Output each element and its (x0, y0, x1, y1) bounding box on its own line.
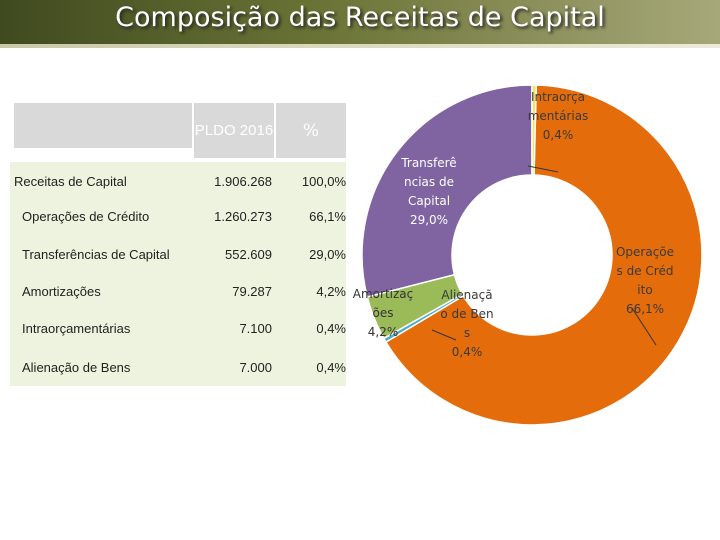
donut-slice (366, 273, 464, 340)
donut-slice (385, 84, 703, 426)
amount: 7.000 (239, 360, 272, 375)
value-label: 29,0% (409, 213, 449, 227)
row-label: Operações de Crédito (22, 209, 150, 224)
donut-slice (361, 84, 533, 298)
slice-label: Intraorçamentárias 0,4% (527, 88, 589, 145)
category-name: Intraorçamentárias (527, 90, 589, 123)
row-label: Intraorçamentárias (22, 321, 131, 336)
row-label: Transferências de Capital (22, 247, 170, 262)
slice-label: Operações de Crédito 66,1% (615, 243, 675, 319)
percent: 66,1% (309, 209, 346, 224)
slice-label: Transferências de Capital 29,0% (398, 154, 460, 230)
leader-line (631, 307, 657, 346)
amount: 79.287 (232, 284, 272, 299)
category-name: Alienação de Bens (440, 288, 494, 340)
donut-slice (531, 84, 538, 176)
header-empty-cell (14, 103, 192, 148)
slice-label: Alienação de Bens 0,4% (438, 286, 496, 362)
category-name: Amortizações (352, 287, 414, 320)
row-label: Receitas de Capital (14, 174, 127, 189)
value-label: 0,4% (542, 128, 574, 142)
header-cell: % (276, 103, 346, 158)
percent: 4,2% (316, 284, 346, 299)
percent: 100,0% (301, 174, 346, 189)
percent: 29,0% (309, 247, 346, 262)
header-cell: PLDO 2016 (194, 103, 274, 158)
title-band (0, 0, 720, 44)
row-label: Amortizações (22, 284, 101, 299)
row-label: Alienação de Bens (22, 360, 131, 375)
table: PLDO 2016 % Receitas de Capital 1.906.268… (10, 100, 346, 386)
title-underline (0, 44, 720, 48)
category-name: Transferências de Capital (401, 156, 457, 208)
table-body (10, 162, 346, 386)
amount: 1.260.273 (214, 209, 272, 224)
category-name: Operações de Crédito (615, 245, 675, 297)
leader-line (527, 165, 559, 173)
amount: 7.100 (239, 321, 272, 336)
slide-title: Composição das Receitas de Capital (115, 2, 605, 33)
percent: 0,4% (316, 321, 346, 336)
value-label: 66,1% (625, 302, 665, 316)
amount: 552.609 (225, 247, 272, 262)
leader-line (431, 329, 457, 341)
value-label: 0,4% (451, 345, 483, 359)
percent: 0,4% (316, 360, 346, 375)
slice-label: Amortizações 4,2% (352, 285, 414, 342)
amount: 1.906.268 (214, 174, 272, 189)
value-label: 4,2% (367, 325, 399, 339)
